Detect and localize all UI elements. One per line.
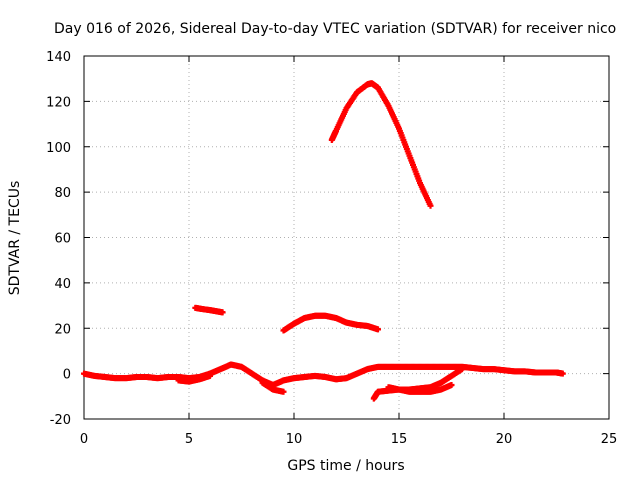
series-high-arc <box>328 80 434 209</box>
y-tick-label: 100 <box>46 141 71 156</box>
y-tick-label: 140 <box>46 50 71 65</box>
data-point <box>375 326 381 333</box>
y-tick-label: 40 <box>54 277 71 292</box>
y-tick-label: -20 <box>50 413 71 428</box>
series-short-arc-5h <box>192 304 226 316</box>
data-point <box>559 370 566 377</box>
series-lower-branch-2 <box>385 381 455 395</box>
x-tick-label: 0 <box>80 432 88 447</box>
data-point <box>448 381 455 388</box>
data-series <box>81 80 566 402</box>
series-low-arc-9h <box>259 379 287 395</box>
chart-title: Day 016 of 2026, Sidereal Day-to-day VTE… <box>54 21 616 37</box>
y-tick-label: 60 <box>54 232 71 247</box>
x-tick-label: 15 <box>391 432 408 447</box>
y-tick-label: 120 <box>46 95 71 110</box>
x-tick-label: 20 <box>496 432 513 447</box>
series-baseline <box>81 361 566 388</box>
y-tick-label: 20 <box>54 322 71 337</box>
data-point <box>207 372 213 379</box>
x-axis-label: GPS time / hours <box>287 458 404 474</box>
grid <box>84 56 609 419</box>
tick-labels: 0 5 10 15 20 25 -20 0 20 40 60 80 100 120 140 <box>46 50 617 447</box>
x-tick-label: 5 <box>185 432 193 447</box>
series-arc-10h <box>280 312 381 334</box>
data-point <box>280 388 287 395</box>
data-point <box>427 202 434 209</box>
y-axis-label: SDTVAR / TECUs <box>7 181 23 296</box>
series-dip-around-5h <box>175 372 213 385</box>
y-tick-label: 0 <box>63 368 71 383</box>
x-tick-label: 10 <box>286 432 303 447</box>
data-point <box>219 309 226 316</box>
data-point <box>459 366 465 373</box>
y-tick-label: 80 <box>54 186 71 201</box>
x-tick-label: 25 <box>601 432 618 447</box>
